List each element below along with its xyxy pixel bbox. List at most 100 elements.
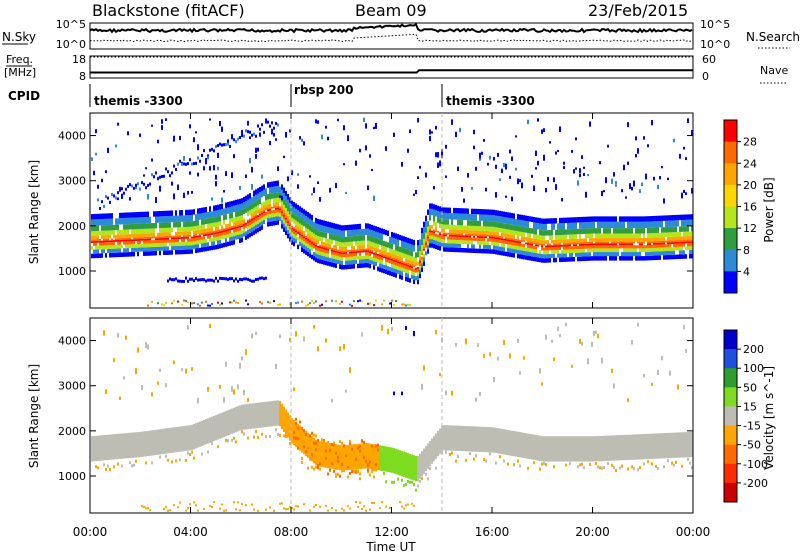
- power-cell: [441, 212, 443, 219]
- power-cell: [663, 251, 665, 256]
- power-cell: [171, 302, 173, 305]
- power-cell: [661, 237, 663, 241]
- velocity-cell: [681, 464, 683, 468]
- power-cell: [563, 257, 565, 262]
- power-cell: [429, 239, 431, 244]
- power-cell: [113, 252, 115, 258]
- power-cell: [381, 245, 383, 251]
- velocity-cell: [323, 442, 325, 468]
- power-cell: [309, 249, 311, 254]
- power-cell: [399, 252, 401, 257]
- power-cell: [287, 211, 289, 216]
- power-cell: [299, 238, 301, 242]
- power-cell: [295, 232, 297, 236]
- power-cell: [421, 233, 423, 240]
- power-cell: [173, 235, 175, 238]
- power-cell: [189, 171, 191, 175]
- power-cell: [635, 221, 637, 229]
- power-cell: [439, 233, 441, 236]
- power-cell: [489, 214, 491, 222]
- power-cell: [501, 211, 503, 217]
- power-cell: [389, 302, 391, 305]
- power-cell: [285, 212, 287, 217]
- velocity-cell: [225, 438, 227, 442]
- power-cell: [407, 254, 409, 260]
- power-cell: [235, 301, 237, 304]
- power-cell: [245, 201, 247, 208]
- power-cell: [493, 231, 495, 236]
- power-cell: [393, 259, 395, 262]
- power-cell: [177, 184, 179, 190]
- velocity-cell: [519, 464, 521, 468]
- velocity-cell: [523, 432, 525, 459]
- power-cell: [255, 134, 257, 138]
- power-cell: [201, 236, 203, 240]
- power-cell: [687, 243, 689, 247]
- power-cell: [231, 206, 233, 213]
- power-cell: [467, 213, 469, 221]
- power-cell: [369, 241, 371, 246]
- velocity-cell: [671, 461, 673, 465]
- power-cell: [533, 252, 535, 257]
- power-cell: [195, 230, 197, 235]
- velocity-cell: [335, 509, 337, 512]
- power-cell: [299, 211, 301, 219]
- power-cell: [325, 300, 327, 303]
- velocity-cell: [119, 396, 121, 400]
- power-cell: [251, 217, 253, 219]
- power-cell: [655, 242, 657, 245]
- power-cell: [309, 213, 311, 219]
- power-cell: [239, 230, 241, 235]
- power-cell: [665, 244, 667, 248]
- power-cell: [617, 245, 619, 249]
- power-cell: [137, 251, 139, 257]
- power-cell: [375, 247, 377, 252]
- power-cell: [397, 266, 399, 270]
- velocity-cell: [295, 436, 297, 440]
- power-cell: [107, 245, 109, 250]
- power-cell: [257, 277, 259, 281]
- power-cell: [213, 237, 215, 242]
- power-cell: [647, 221, 649, 228]
- power-cell: [453, 247, 455, 253]
- velocity-cell: [171, 460, 173, 464]
- power-cell: [433, 221, 435, 226]
- y-tick-label: 2000: [58, 220, 86, 233]
- power-cell: [599, 228, 601, 234]
- power-cell: [687, 118, 689, 124]
- velocity-cell: [179, 426, 181, 452]
- power-cell: [245, 129, 247, 133]
- power-cell: [159, 243, 161, 247]
- power-cell: [529, 227, 531, 234]
- power-cell: [107, 242, 109, 246]
- velocity-cell: [603, 465, 605, 469]
- power-cell: [183, 241, 185, 246]
- power-cell: [515, 242, 517, 246]
- power-cell: [357, 263, 359, 269]
- power-cell: [493, 235, 495, 237]
- power-cell: [623, 164, 625, 171]
- power-cell: [113, 234, 115, 239]
- velocity-cell: [565, 436, 567, 462]
- power-cell: [317, 230, 319, 237]
- power-cell: [183, 231, 185, 236]
- power-cell: [603, 252, 605, 257]
- power-cell: [553, 223, 555, 230]
- power-cell: [231, 172, 233, 179]
- velocity-cell: [465, 458, 467, 462]
- power-cell: [591, 241, 593, 244]
- power-cell: [385, 256, 387, 259]
- power-cell: [143, 243, 145, 248]
- power-cell: [459, 127, 461, 133]
- power-cell: [257, 223, 259, 228]
- power-cell: [259, 213, 261, 216]
- power-cell: [289, 129, 291, 133]
- power-cell: [465, 213, 467, 221]
- power-cell: [159, 216, 161, 223]
- power-cell: [377, 248, 379, 253]
- power-cell: [327, 246, 329, 249]
- power-cell: [621, 221, 623, 229]
- power-cell: [355, 224, 357, 230]
- power-cell: [207, 242, 209, 247]
- power-cell: [281, 206, 283, 210]
